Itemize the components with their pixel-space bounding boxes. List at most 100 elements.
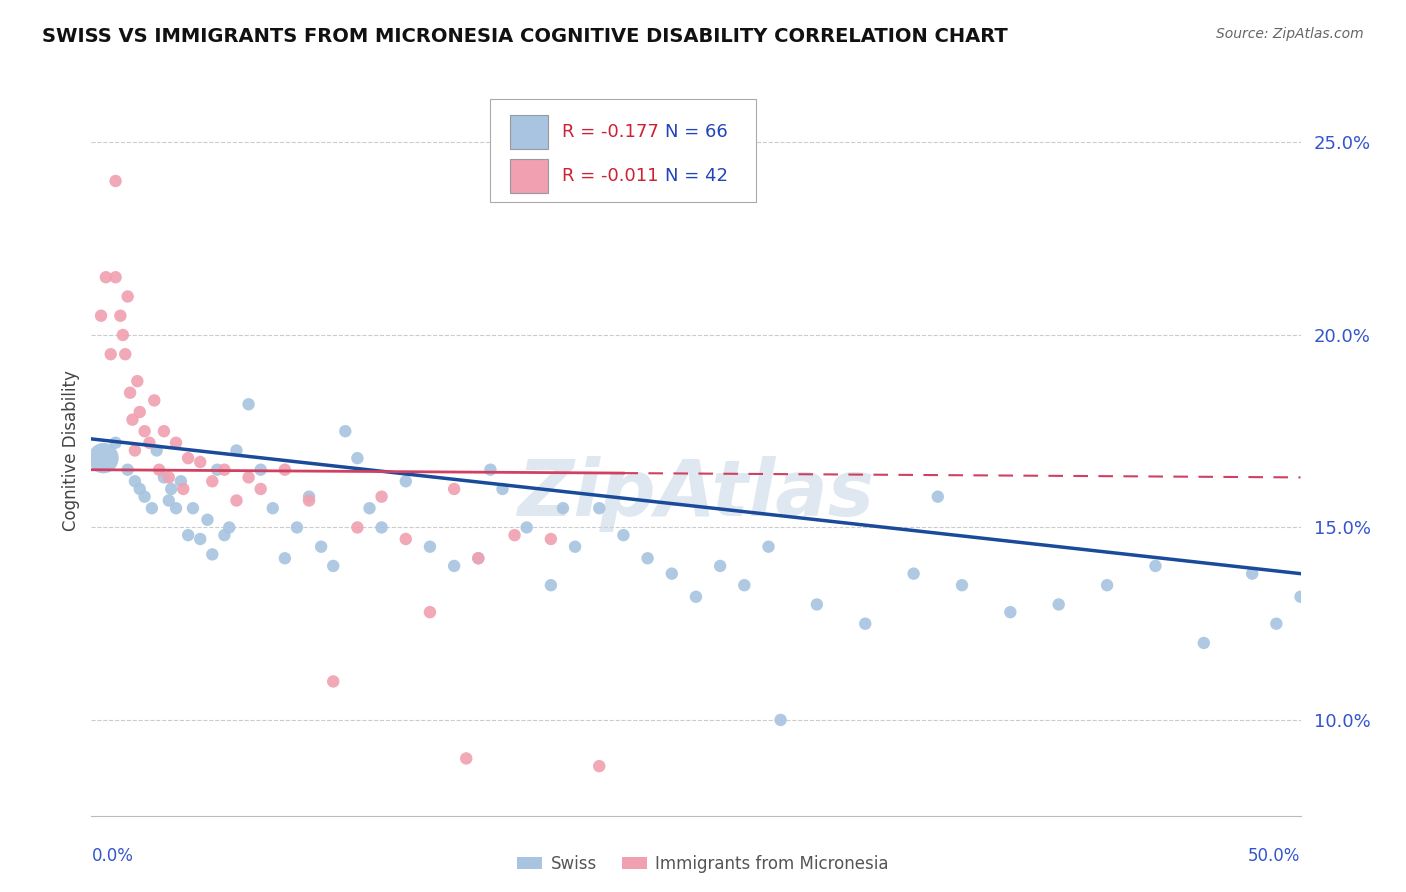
Point: [90, 309, 112, 323]
Point: [733, 578, 755, 592]
Point: [100, 347, 122, 361]
Point: [134, 424, 156, 438]
Point: [249, 482, 271, 496]
Point: [249, 463, 271, 477]
Point: [127, 374, 149, 388]
Point: [274, 551, 297, 566]
FancyBboxPatch shape: [510, 115, 548, 150]
Point: [309, 540, 332, 554]
Point: [285, 520, 308, 534]
Point: [218, 520, 240, 534]
Point: [104, 435, 127, 450]
Point: [1095, 578, 1118, 592]
Point: [201, 548, 224, 562]
Point: [148, 463, 170, 477]
Text: ZipAtlas: ZipAtlas: [517, 457, 875, 533]
Point: [758, 540, 780, 554]
Point: [110, 309, 132, 323]
Point: [467, 551, 489, 566]
Point: [322, 674, 344, 689]
Point: [588, 501, 610, 516]
Point: [188, 532, 211, 546]
Point: [188, 455, 211, 469]
Point: [551, 501, 574, 516]
Point: [214, 463, 236, 477]
Point: [359, 501, 381, 516]
Text: Source: ZipAtlas.com: Source: ZipAtlas.com: [1216, 27, 1364, 41]
Point: [637, 551, 659, 566]
Point: [238, 470, 260, 484]
Point: [395, 475, 418, 489]
Point: [903, 566, 925, 581]
Point: [419, 605, 441, 619]
Point: [94, 270, 117, 285]
Text: N = 66: N = 66: [665, 123, 727, 141]
Point: [201, 475, 224, 489]
Point: [685, 590, 707, 604]
Text: 50.0%: 50.0%: [1249, 847, 1301, 864]
Point: [298, 490, 321, 504]
Point: [93, 451, 115, 466]
Point: [1144, 558, 1167, 573]
Point: [165, 501, 187, 516]
Point: [1192, 636, 1215, 650]
Point: [117, 463, 139, 477]
Point: [128, 405, 150, 419]
Point: [950, 578, 973, 592]
Point: [157, 470, 180, 484]
Point: [1289, 590, 1312, 604]
Point: [709, 558, 731, 573]
Point: [443, 482, 465, 496]
Point: [134, 490, 156, 504]
Point: [153, 470, 176, 484]
Point: [769, 713, 792, 727]
Point: [114, 347, 136, 361]
Point: [419, 540, 441, 554]
Point: [1241, 566, 1264, 581]
Point: [806, 598, 828, 612]
Point: [335, 424, 357, 438]
Point: [117, 289, 139, 303]
Point: [503, 528, 526, 542]
Point: [160, 482, 183, 496]
Point: [225, 493, 247, 508]
Point: [225, 443, 247, 458]
Point: [1000, 605, 1022, 619]
Y-axis label: Cognitive Disability: Cognitive Disability: [62, 370, 80, 531]
Text: SWISS VS IMMIGRANTS FROM MICRONESIA COGNITIVE DISABILITY CORRELATION CHART: SWISS VS IMMIGRANTS FROM MICRONESIA COGN…: [42, 27, 1008, 45]
Point: [177, 451, 200, 466]
Point: [205, 463, 228, 477]
Point: [157, 493, 180, 508]
Point: [395, 532, 418, 546]
Point: [124, 475, 146, 489]
Point: [172, 482, 194, 496]
Point: [1265, 616, 1288, 631]
Point: [111, 328, 134, 343]
Point: [181, 501, 204, 516]
Point: [177, 528, 200, 542]
Point: [238, 397, 260, 411]
Point: [479, 463, 502, 477]
Point: [214, 528, 236, 542]
Point: [540, 578, 562, 592]
Point: [141, 501, 163, 516]
Point: [443, 558, 465, 573]
Point: [298, 493, 321, 508]
FancyBboxPatch shape: [510, 159, 548, 194]
Point: [370, 520, 392, 534]
Point: [165, 435, 187, 450]
Legend: Swiss, Immigrants from Micronesia: Swiss, Immigrants from Micronesia: [510, 848, 896, 880]
Point: [104, 270, 127, 285]
Point: [138, 435, 160, 450]
Point: [540, 532, 562, 546]
Point: [145, 443, 167, 458]
Point: [274, 463, 297, 477]
Point: [153, 424, 176, 438]
Point: [927, 490, 949, 504]
Point: [104, 174, 127, 188]
Text: R = -0.011: R = -0.011: [562, 167, 658, 186]
Point: [124, 443, 146, 458]
FancyBboxPatch shape: [491, 99, 756, 202]
Point: [128, 482, 150, 496]
Point: [661, 566, 683, 581]
